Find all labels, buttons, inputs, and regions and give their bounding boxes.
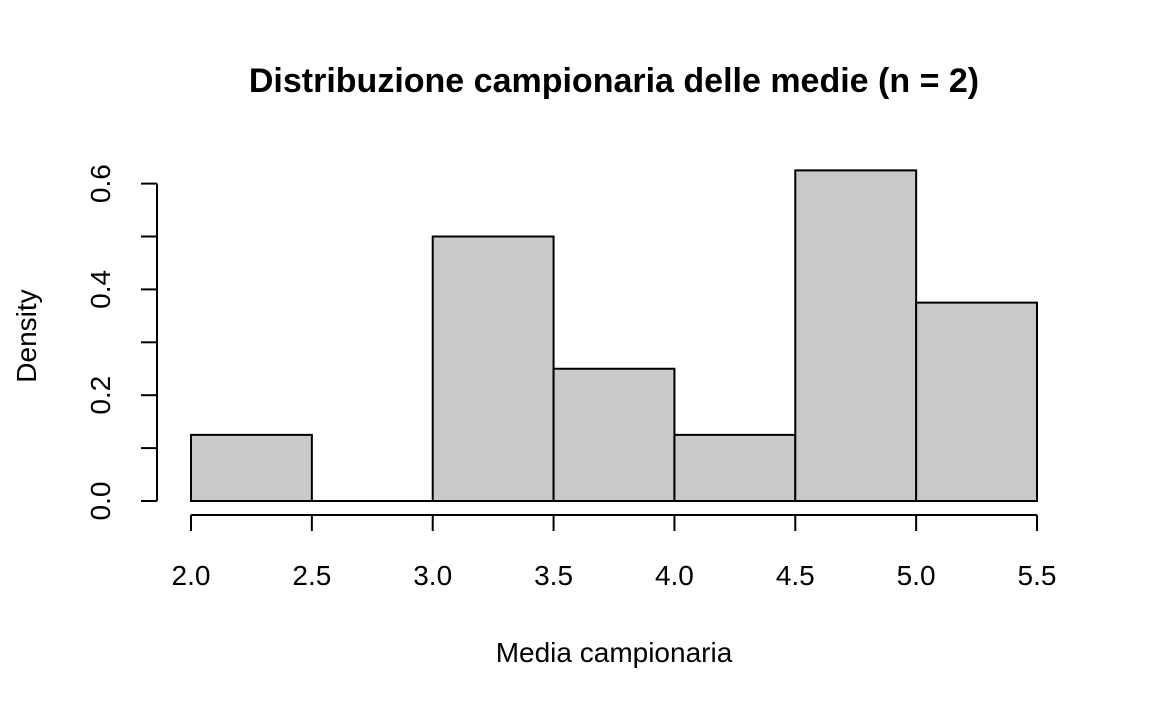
- x-tick-label-3: 3.5: [534, 560, 573, 591]
- x-axis: 2.0 2.5 3.0 3.5 4.0 4.5 5.0 5.5: [172, 514, 1057, 591]
- x-tick-label-7: 5.5: [1018, 560, 1057, 591]
- chart-title: Distribuzione campionaria delle medie (n…: [249, 62, 979, 100]
- y-axis: 0.0 0.2 0.4 0.6: [85, 164, 158, 521]
- histogram-bar-2: [431, 235, 555, 502]
- y-axis-label: Density: [11, 289, 42, 382]
- x-axis-label: Media campionaria: [496, 637, 733, 668]
- x-tick-label-0: 2.0: [172, 560, 211, 591]
- histogram-bar-0: [190, 433, 313, 502]
- x-tick-label-5: 4.5: [776, 560, 815, 591]
- x-tick-label-2: 3.0: [413, 560, 452, 591]
- y-tick-label-1: 0.2: [85, 376, 116, 415]
- histogram-bar-6: [915, 301, 1039, 502]
- bars-group: [190, 169, 1039, 502]
- histogram-bar-3: [552, 367, 676, 502]
- histogram-bar-5: [794, 169, 918, 502]
- y-tick-label-2: 0.4: [85, 270, 116, 309]
- x-tick-label-6: 5.0: [897, 560, 936, 591]
- x-tick-label-1: 2.5: [292, 560, 331, 591]
- y-tick-label-3: 0.6: [85, 164, 116, 203]
- histogram-bar-4: [673, 433, 797, 502]
- x-tick-label-4: 4.0: [655, 560, 694, 591]
- y-tick-label-0: 0.0: [85, 482, 116, 521]
